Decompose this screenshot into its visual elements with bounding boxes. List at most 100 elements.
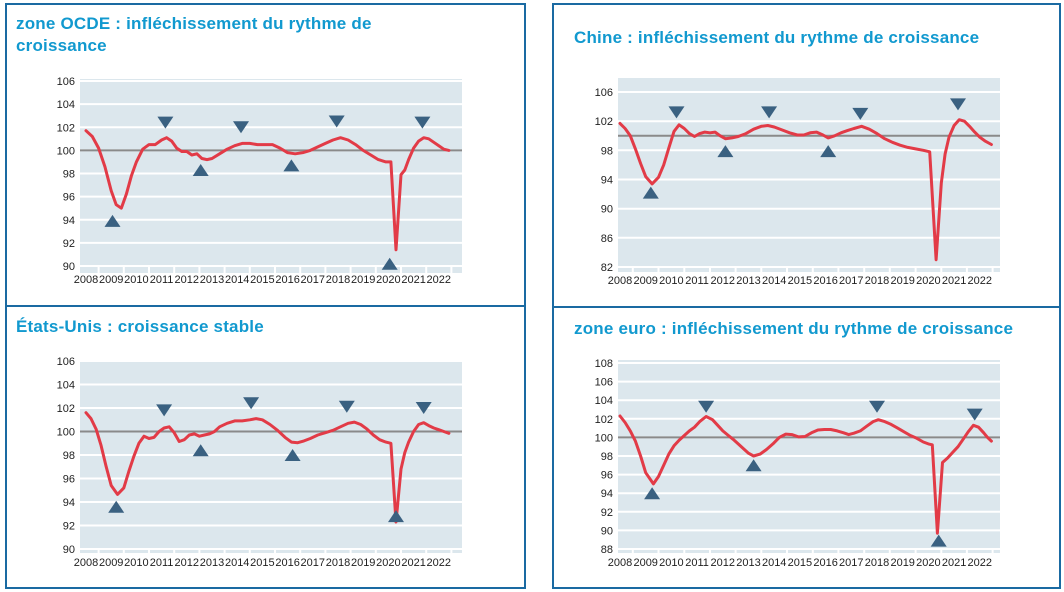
peak-marker-down-triangle-icon <box>698 400 715 413</box>
x-tick-label: 2017 <box>839 275 863 287</box>
x-tick-label: 2011 <box>150 557 174 569</box>
x-tick-label: 2015 <box>250 274 274 286</box>
y-tick-label: 96 <box>63 474 75 486</box>
y-tick-label: 104 <box>57 380 75 392</box>
x-tick-label: 2018 <box>865 557 889 569</box>
x-tick-label: 2009 <box>99 274 123 286</box>
plot-area <box>80 79 462 273</box>
x-tick-label: 2014 <box>762 275 786 287</box>
peak-marker-down-triangle-icon <box>414 116 431 129</box>
y-tick-label: 98 <box>63 169 75 181</box>
peak-marker-down-triangle-icon <box>157 116 174 129</box>
y-tick-label: 106 <box>595 377 613 389</box>
panel-zone-euro: zone euro : infléchissement du rythme de… <box>552 306 1061 589</box>
x-tick-label: 2019 <box>351 274 375 286</box>
x-tick-label: 2022 <box>968 557 992 569</box>
x-tick-label: 2008 <box>74 274 98 286</box>
trough-marker-up-triangle-icon <box>820 145 837 158</box>
x-tick-label: 2013 <box>200 274 224 286</box>
x-tick-label: 2020 <box>916 557 940 569</box>
x-tick-label: 2011 <box>685 275 709 287</box>
y-tick-label: 98 <box>601 145 613 157</box>
x-tick-label: 2014 <box>225 274 249 286</box>
y-tick-label: 96 <box>601 470 613 482</box>
x-tick-label: 2021 <box>401 557 425 569</box>
trough-marker-up-triangle-icon <box>717 145 734 158</box>
panel-etats-unis: États-Unis : croissance stable 106 104 102… <box>5 305 526 589</box>
y-tick-label: 104 <box>595 395 613 407</box>
trough-marker-up-triangle-icon <box>745 459 762 472</box>
x-tick-label: 2020 <box>916 275 940 287</box>
peak-marker-down-triangle-icon <box>243 397 260 410</box>
y-tick-label: 94 <box>601 488 613 500</box>
x-tick-label: 2022 <box>427 274 451 286</box>
panel-zone-ocde: zone OCDE : infléchissement du rythme de… <box>5 3 526 307</box>
x-tick-label: 2009 <box>633 275 657 287</box>
y-tick-label: 102 <box>57 403 75 415</box>
x-tick-label: 2008 <box>608 275 632 287</box>
x-tick-label: 2017 <box>839 557 863 569</box>
x-tick-label: 2013 <box>736 275 760 287</box>
peak-marker-down-triangle-icon <box>950 98 966 111</box>
x-tick-label: 2013 <box>736 557 760 569</box>
trough-marker-up-triangle-icon <box>192 164 209 176</box>
y-tick-label: 106 <box>57 76 75 88</box>
chart-plot-chine: 106 102 98 94 90 86 82 2008 2009 2010 2011 2012 2013… <box>595 78 1000 287</box>
peak-marker-down-triangle-icon <box>966 408 983 421</box>
peak-marker-down-triangle-icon <box>156 404 173 417</box>
x-tick-label: 2010 <box>659 557 683 569</box>
peak-marker-down-triangle-icon <box>761 106 778 119</box>
y-tick-label: 82 <box>601 262 613 274</box>
y-tick-label: 102 <box>57 122 75 134</box>
peak-marker-down-triangle-icon <box>233 121 249 134</box>
y-tick-label: 90 <box>601 204 613 216</box>
trough-marker-up-triangle-icon <box>108 500 125 513</box>
x-tick-label: 2014 <box>225 557 249 569</box>
trough-marker-up-triangle-icon <box>642 186 659 199</box>
x-tick-label: 2012 <box>711 557 735 569</box>
y-tick-label: 92 <box>63 238 75 250</box>
y-tick-label: 94 <box>63 497 75 509</box>
peak-marker-down-triangle-icon <box>852 107 869 120</box>
y-tick-label: 92 <box>601 507 613 519</box>
x-tick-label: 2017 <box>301 274 325 286</box>
y-tick-label: 100 <box>57 145 75 157</box>
peak-marker-down-triangle-icon <box>869 400 885 413</box>
x-tick-label: 2011 <box>685 557 709 569</box>
y-tick-label: 96 <box>63 192 75 204</box>
x-tick-label: 2018 <box>326 274 350 286</box>
y-tick-label: 94 <box>601 175 613 187</box>
chart-plot-zone-ocde: 106 104 102 100 98 96 94 92 90 2008 2009 2010 2011 20… <box>57 76 462 286</box>
y-tick-label: 102 <box>595 414 613 426</box>
peak-marker-down-triangle-icon <box>338 400 355 413</box>
x-tick-label: 2018 <box>326 557 350 569</box>
peak-marker-down-triangle-icon <box>328 115 345 128</box>
x-tick-label: 2021 <box>942 557 966 569</box>
y-tick-label: 90 <box>601 525 613 537</box>
x-tick-label: 2015 <box>788 275 812 287</box>
trough-marker-up-triangle-icon <box>104 214 121 227</box>
x-tick-label: 2009 <box>99 557 123 569</box>
trough-marker-up-triangle-icon <box>381 257 398 270</box>
x-tick-label: 2019 <box>890 557 914 569</box>
y-tick-label: 104 <box>57 99 75 111</box>
x-tick-label: 2008 <box>608 557 632 569</box>
y-tick-label: 102 <box>595 116 613 128</box>
chart-title-zone-euro: zone euro : infléchissement du rythme de… <box>574 319 1014 338</box>
chart-plot-etats-unis: 106 104 102 100 98 96 94 92 90 2008 2009 2010 2011 20… <box>57 356 462 569</box>
y-tick-label: 94 <box>63 215 75 227</box>
x-tick-label: 2016 <box>813 557 837 569</box>
x-tick-label: 2010 <box>659 275 683 287</box>
x-tick-label: 2015 <box>250 557 274 569</box>
x-tick-label: 2013 <box>200 557 224 569</box>
cli-series-line <box>84 411 451 524</box>
y-tick-label: 100 <box>57 427 75 439</box>
trough-marker-up-triangle-icon <box>284 449 301 461</box>
x-tick-label: 2008 <box>74 557 98 569</box>
chart-title-etats-unis: États-Unis : croissance stable <box>16 317 264 336</box>
y-tick-label: 90 <box>63 544 75 556</box>
x-tick-label: 2012 <box>175 274 199 286</box>
x-tick-label: 2016 <box>275 557 299 569</box>
trough-marker-up-triangle-icon <box>192 444 209 457</box>
x-tick-label: 2019 <box>351 557 375 569</box>
